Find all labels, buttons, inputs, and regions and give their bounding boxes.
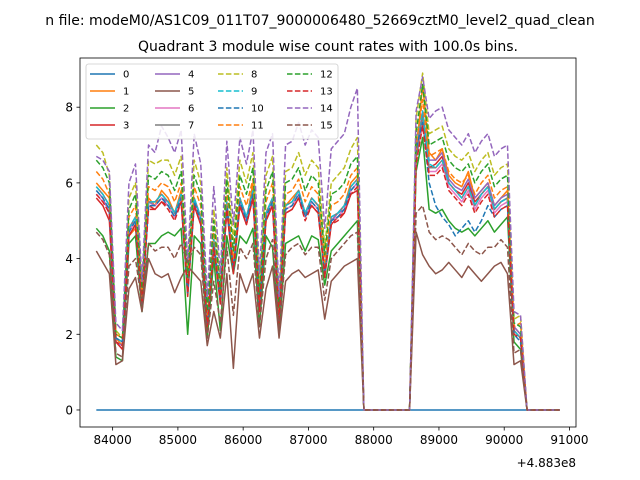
legend-label-12: 12 [320, 70, 333, 81]
x-tick-label: 86000 [224, 433, 262, 447]
legend-label-9: 9 [251, 87, 257, 98]
legend-label-3: 3 [123, 121, 129, 132]
y-tick-label: 4 [65, 252, 73, 266]
legend-label-6: 6 [188, 104, 194, 115]
series-layer [95, 72, 560, 411]
legend-box [85, 63, 339, 140]
x-tick-label: 88000 [355, 433, 393, 447]
series-line-10 [95, 121, 560, 411]
y-tick-label: 0 [65, 403, 73, 417]
series-line-12 [95, 83, 560, 411]
legend-label-10: 10 [251, 104, 264, 115]
legend-label-1: 1 [123, 87, 129, 98]
y-tick-label: 2 [65, 328, 73, 342]
series-line-14 [95, 76, 560, 411]
legend-label-4: 4 [188, 70, 194, 81]
x-tick-label: 89000 [420, 433, 458, 447]
chart-title: Quadrant 3 module wise count rates with … [138, 39, 518, 55]
x-tick-label: 85000 [159, 433, 197, 447]
legend-label-13: 13 [320, 87, 333, 98]
legend-label-5: 5 [188, 87, 194, 98]
x-tick-label: 90000 [485, 433, 523, 447]
x-axis: 84000 85000 86000 87000 88000 89000 90000 91000 [94, 427, 589, 447]
series-line-2 [95, 136, 560, 411]
legend-label-8: 8 [251, 70, 257, 81]
x-tick-label: 84000 [94, 433, 132, 447]
figure-suptitle: n file: modeM0/AS1C09_011T07_9000006480_… [45, 13, 594, 29]
legend-label-14: 14 [320, 104, 333, 115]
series-line-9 [95, 110, 560, 411]
x-tick-label: 91000 [550, 433, 588, 447]
series-line-8 [95, 72, 560, 411]
plot-frame [79, 57, 577, 428]
legend-label-7: 7 [188, 121, 194, 132]
legend-label-2: 2 [123, 104, 129, 115]
y-axis: 0 2 4 6 8 [65, 101, 80, 417]
x-offset-label: +4.883e8 [517, 456, 576, 470]
series-line-11 [95, 98, 560, 411]
y-tick-label: 8 [65, 101, 73, 115]
series-line-15 [95, 204, 560, 411]
legend-label-11: 11 [251, 121, 264, 132]
series-line-13 [95, 125, 560, 411]
series-line-5 [95, 231, 560, 411]
legend-label-0: 0 [123, 70, 129, 81]
y-tick-label: 6 [65, 176, 73, 190]
x-tick-label: 87000 [289, 433, 327, 447]
legend-label-15: 15 [320, 121, 333, 132]
